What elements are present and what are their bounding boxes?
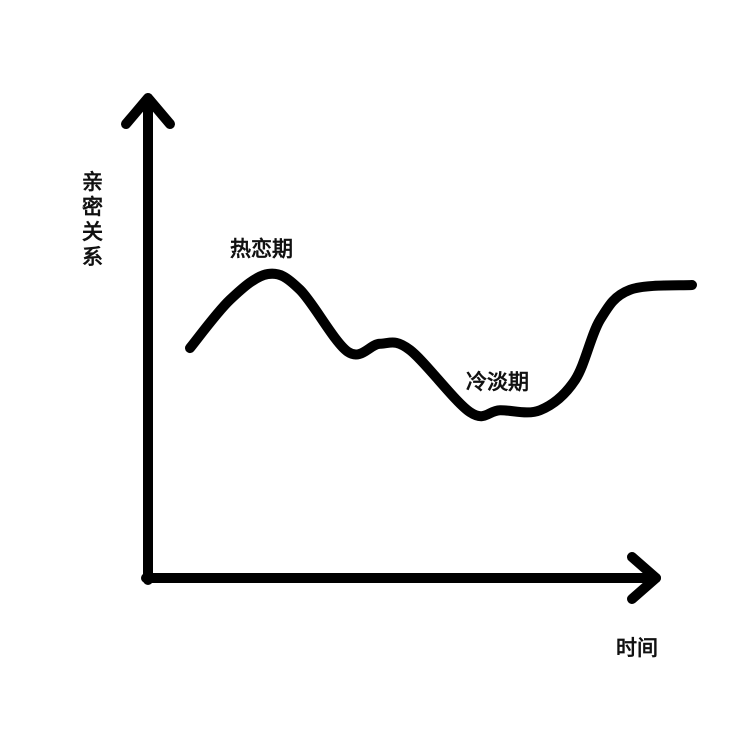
y-axis-arrowhead: [121, 93, 175, 129]
annotation-cooling: 冷淡期: [466, 370, 529, 394]
annotation-honeymoon: 热恋期: [230, 237, 293, 261]
intimacy-curve: [185, 268, 697, 422]
x-axis-arrowhead: [627, 552, 661, 604]
y-axis-label: 亲密关系: [82, 170, 103, 269]
x-axis-label: 时间: [616, 636, 658, 660]
